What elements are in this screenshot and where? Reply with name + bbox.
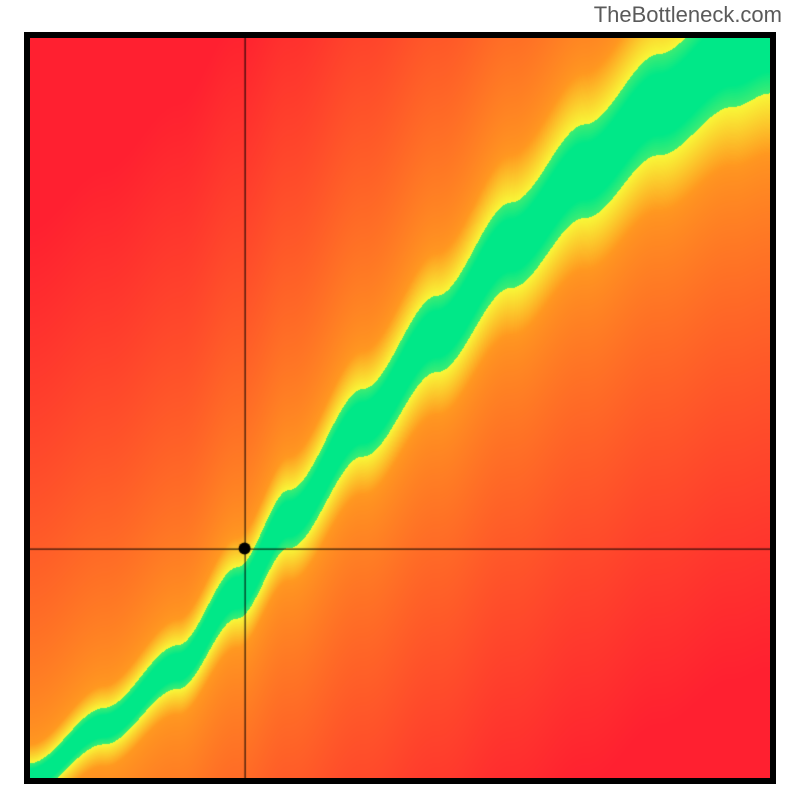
plot-frame [24, 32, 776, 784]
watermark-text: TheBottleneck.com [594, 2, 782, 28]
chart-container: TheBottleneck.com [0, 0, 800, 800]
crosshair-overlay [30, 38, 770, 778]
